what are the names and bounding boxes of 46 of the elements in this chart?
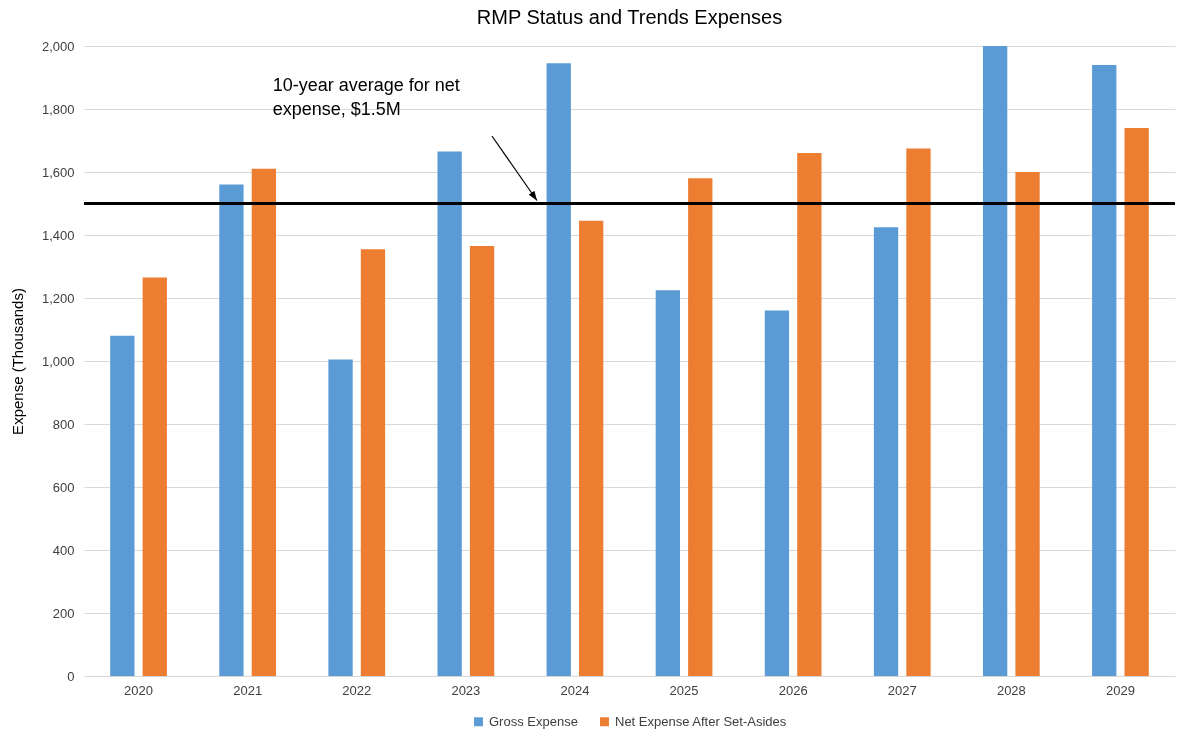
- x-tick-label: 2028: [996, 682, 1026, 698]
- bar: [764, 310, 790, 676]
- bar: [873, 227, 899, 676]
- bar: [1092, 64, 1117, 676]
- bar: [797, 153, 822, 676]
- bar: [579, 220, 604, 676]
- bar: [655, 290, 680, 676]
- y-tick-label: 1,600: [41, 164, 75, 180]
- x-tick-label: 2027: [887, 682, 917, 698]
- chart-title: RMP Status and Trends Expenses: [476, 6, 783, 28]
- bar: [437, 151, 462, 676]
- y-tick-label: 2,000: [41, 38, 75, 54]
- bar: [219, 184, 244, 676]
- bar: [546, 63, 571, 676]
- y-tick-label: 400: [52, 542, 75, 558]
- legend-label: Gross Expense: [489, 713, 578, 729]
- y-tick-label: 1,000: [41, 353, 75, 369]
- bar: [360, 249, 386, 676]
- x-tick-label: 2026: [778, 682, 808, 698]
- x-tick-label: 2029: [1105, 682, 1135, 698]
- x-tick-label: 2023: [451, 682, 481, 698]
- y-tick-label: 200: [52, 605, 75, 621]
- x-tick-label: 2020: [124, 682, 154, 698]
- bar: [469, 246, 495, 676]
- x-tick-label: 2021: [233, 682, 263, 698]
- bar: [142, 277, 167, 676]
- y-axis-title: Expense (Thousands): [8, 288, 26, 435]
- bar: [688, 178, 713, 676]
- bar: [982, 46, 1008, 676]
- annotation: 10-year average for net expense, $1.5M: [272, 75, 460, 119]
- x-tick-label: 2025: [669, 682, 699, 698]
- y-tick-label: 1,800: [41, 101, 75, 117]
- bar: [1124, 127, 1149, 676]
- y-tick-label: 600: [52, 479, 75, 495]
- bar: [328, 359, 353, 676]
- bar: [1015, 172, 1040, 676]
- legend-label: Net Expense After Set-Asides: [615, 713, 787, 729]
- bar: [110, 335, 135, 676]
- y-tick-label: 800: [52, 416, 75, 432]
- x-tick-label: 2024: [560, 682, 590, 698]
- x-tick-label: 2022: [342, 682, 372, 698]
- y-tick-label: 0: [67, 668, 75, 684]
- y-tick-label: 1,400: [41, 227, 75, 243]
- y-tick-label: 1,200: [41, 290, 75, 306]
- bar: [251, 168, 277, 676]
- bar: [906, 148, 931, 676]
